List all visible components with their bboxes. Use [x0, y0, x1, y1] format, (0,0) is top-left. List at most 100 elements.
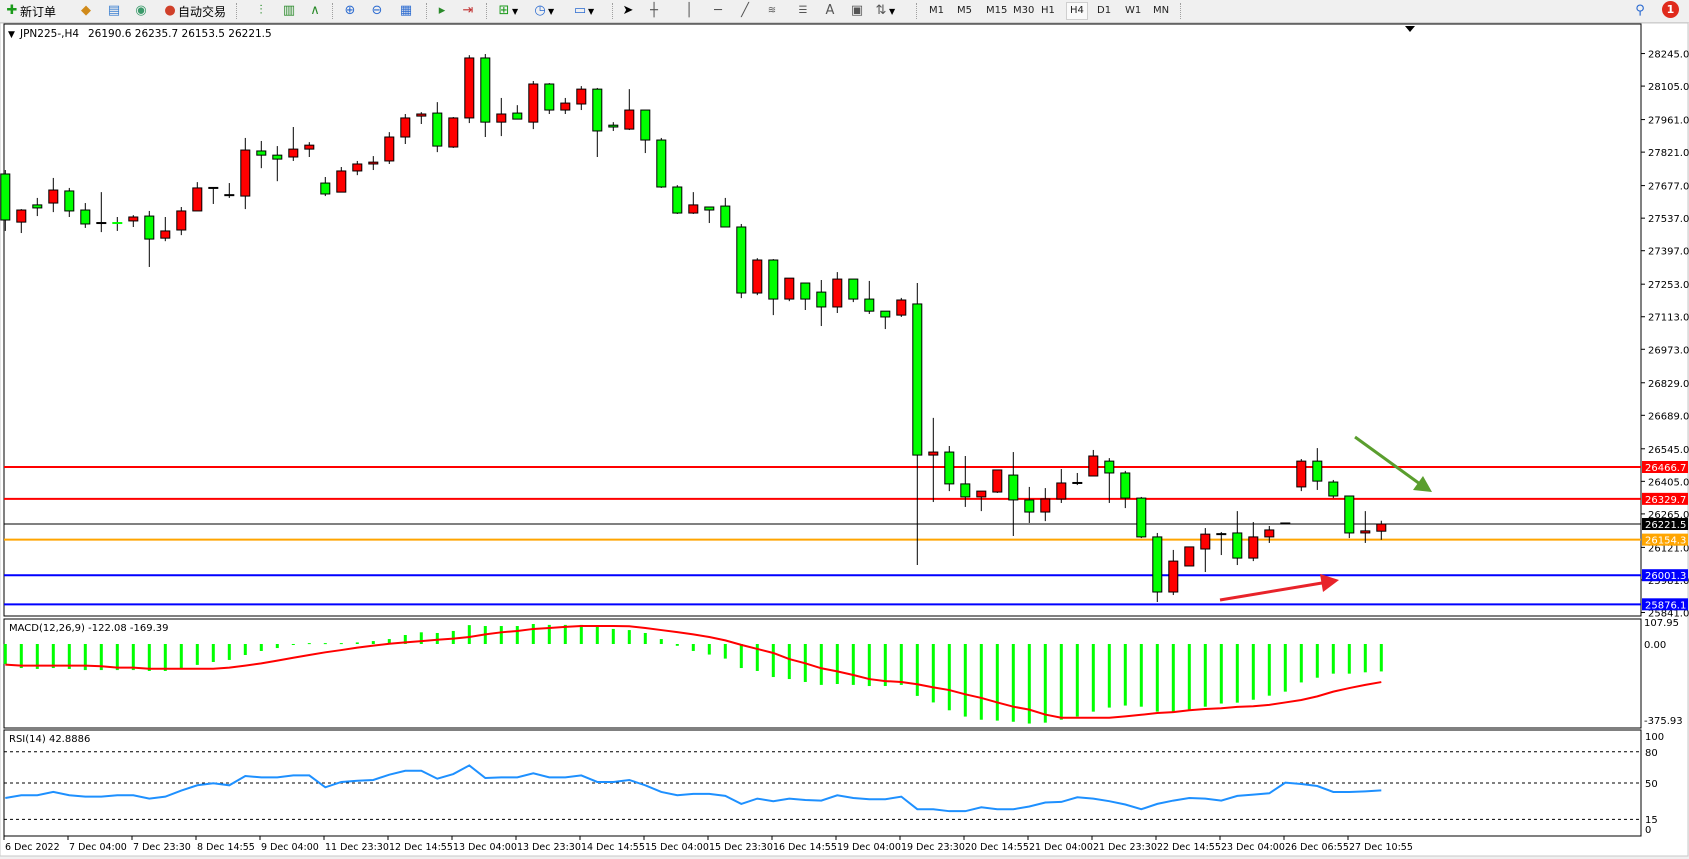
- candle[interactable]: [272, 146, 283, 182]
- arrows-button[interactable]: ⇅ ▼: [873, 2, 896, 20]
- candle[interactable]: [96, 192, 107, 233]
- candle[interactable]: [752, 258, 763, 296]
- candle[interactable]: [1264, 525, 1275, 543]
- candle[interactable]: [1008, 452, 1019, 536]
- candle[interactable]: [1216, 532, 1227, 556]
- zoom-in-button[interactable]: ⊕: [342, 2, 358, 20]
- candle[interactable]: [736, 223, 747, 299]
- candle[interactable]: [1280, 522, 1291, 525]
- timeframe-mn[interactable]: MN: [1153, 5, 1170, 16]
- chart-menu-triangle-icon[interactable]: ▼: [8, 30, 15, 40]
- timeframe-h4[interactable]: H4: [1066, 2, 1088, 20]
- candle[interactable]: [544, 83, 555, 114]
- candle[interactable]: [992, 469, 1003, 493]
- candle[interactable]: [448, 117, 459, 148]
- candle[interactable]: [208, 186, 219, 204]
- text-label-button[interactable]: ▣: [849, 2, 865, 20]
- candle[interactable]: [288, 127, 299, 161]
- candle[interactable]: [0, 170, 11, 231]
- timeframe-m30[interactable]: M30: [1013, 5, 1035, 16]
- candle[interactable]: [1024, 486, 1035, 523]
- candle[interactable]: [176, 206, 187, 236]
- candle[interactable]: [1232, 511, 1243, 566]
- candle[interactable]: [1040, 488, 1051, 522]
- candle[interactable]: [352, 160, 363, 176]
- candle[interactable]: [1136, 496, 1147, 539]
- candle[interactable]: [1344, 495, 1355, 539]
- candle[interactable]: [656, 137, 667, 188]
- candle[interactable]: [720, 197, 731, 228]
- fibonacci-fan-button[interactable]: ☰: [795, 2, 811, 20]
- text-button[interactable]: A: [822, 2, 838, 20]
- candle[interactable]: [224, 183, 235, 198]
- tile-windows-button[interactable]: ▦: [398, 2, 414, 20]
- indicators-button[interactable]: ⊞ ▼: [496, 2, 519, 20]
- candle[interactable]: [800, 282, 811, 310]
- candle[interactable]: [368, 156, 379, 171]
- candle[interactable]: [960, 456, 971, 507]
- candle[interactable]: [32, 197, 43, 217]
- candle[interactable]: [768, 259, 779, 316]
- templates-button[interactable]: ▭ ▼: [573, 3, 595, 18]
- auto-trading-button[interactable]: ● 自动交易: [162, 2, 226, 20]
- timeframe-m5[interactable]: M5: [957, 5, 972, 16]
- candle[interactable]: [16, 209, 27, 234]
- candle[interactable]: [896, 297, 907, 317]
- candle[interactable]: [384, 132, 395, 164]
- candle[interactable]: [640, 109, 651, 154]
- trend-arrow-down[interactable]: [1354, 435, 1432, 492]
- periods-button[interactable]: ◷ ▼: [532, 2, 554, 20]
- candle[interactable]: [704, 206, 715, 224]
- macd-pane[interactable]: 107.95 0.00 -375.93: [3, 618, 1683, 729]
- crosshair-button[interactable]: ┼: [646, 2, 662, 20]
- candle[interactable]: [832, 272, 843, 314]
- candle[interactable]: [1296, 459, 1307, 492]
- candle[interactable]: [528, 80, 539, 130]
- candle[interactable]: [672, 185, 683, 214]
- candle[interactable]: [1200, 528, 1211, 573]
- candle[interactable]: [784, 277, 795, 302]
- chart-shift-marker-icon[interactable]: [1405, 26, 1415, 32]
- candle[interactable]: [864, 280, 875, 314]
- candle[interactable]: [880, 310, 891, 330]
- cursor-button[interactable]: ➤: [620, 2, 636, 20]
- candle[interactable]: [48, 177, 59, 213]
- candle[interactable]: [1376, 520, 1387, 540]
- candle[interactable]: [512, 105, 523, 120]
- candle[interactable]: [160, 216, 171, 242]
- timeframe-h1[interactable]: H1: [1041, 5, 1055, 16]
- candle[interactable]: [816, 280, 827, 327]
- candle[interactable]: [144, 210, 155, 267]
- candle[interactable]: [1056, 469, 1067, 503]
- candle[interactable]: [496, 97, 507, 137]
- candle[interactable]: [464, 55, 475, 124]
- candle[interactable]: [1168, 549, 1179, 596]
- candle[interactable]: [480, 54, 491, 138]
- candle[interactable]: [336, 167, 347, 193]
- candle[interactable]: [560, 97, 571, 114]
- zoom-out-button[interactable]: ⊖: [369, 2, 385, 20]
- candle[interactable]: [1184, 546, 1195, 567]
- candle[interactable]: [976, 490, 987, 512]
- candle[interactable]: [320, 177, 331, 197]
- trendline-button[interactable]: ╱: [737, 2, 753, 20]
- candle[interactable]: [848, 278, 859, 303]
- auto-scroll-button[interactable]: ▸: [434, 2, 450, 20]
- candle[interactable]: [928, 417, 939, 503]
- candle[interactable]: [624, 89, 635, 131]
- candle[interactable]: [192, 182, 203, 212]
- candle[interactable]: [944, 446, 955, 492]
- timeframe-d1[interactable]: D1: [1097, 5, 1112, 16]
- candle[interactable]: [112, 216, 123, 231]
- candle[interactable]: [432, 102, 443, 153]
- chart-shift-button[interactable]: ⇥: [460, 2, 476, 20]
- candle[interactable]: [1328, 479, 1339, 499]
- search-button[interactable]: ⚲: [1632, 2, 1648, 20]
- notification-badge[interactable]: 1: [1662, 1, 1679, 18]
- candle[interactable]: [592, 87, 603, 158]
- candle[interactable]: [256, 140, 267, 169]
- candle[interactable]: [64, 187, 75, 217]
- horizontal-line-button[interactable]: ─: [710, 2, 726, 20]
- candle[interactable]: [1104, 458, 1115, 503]
